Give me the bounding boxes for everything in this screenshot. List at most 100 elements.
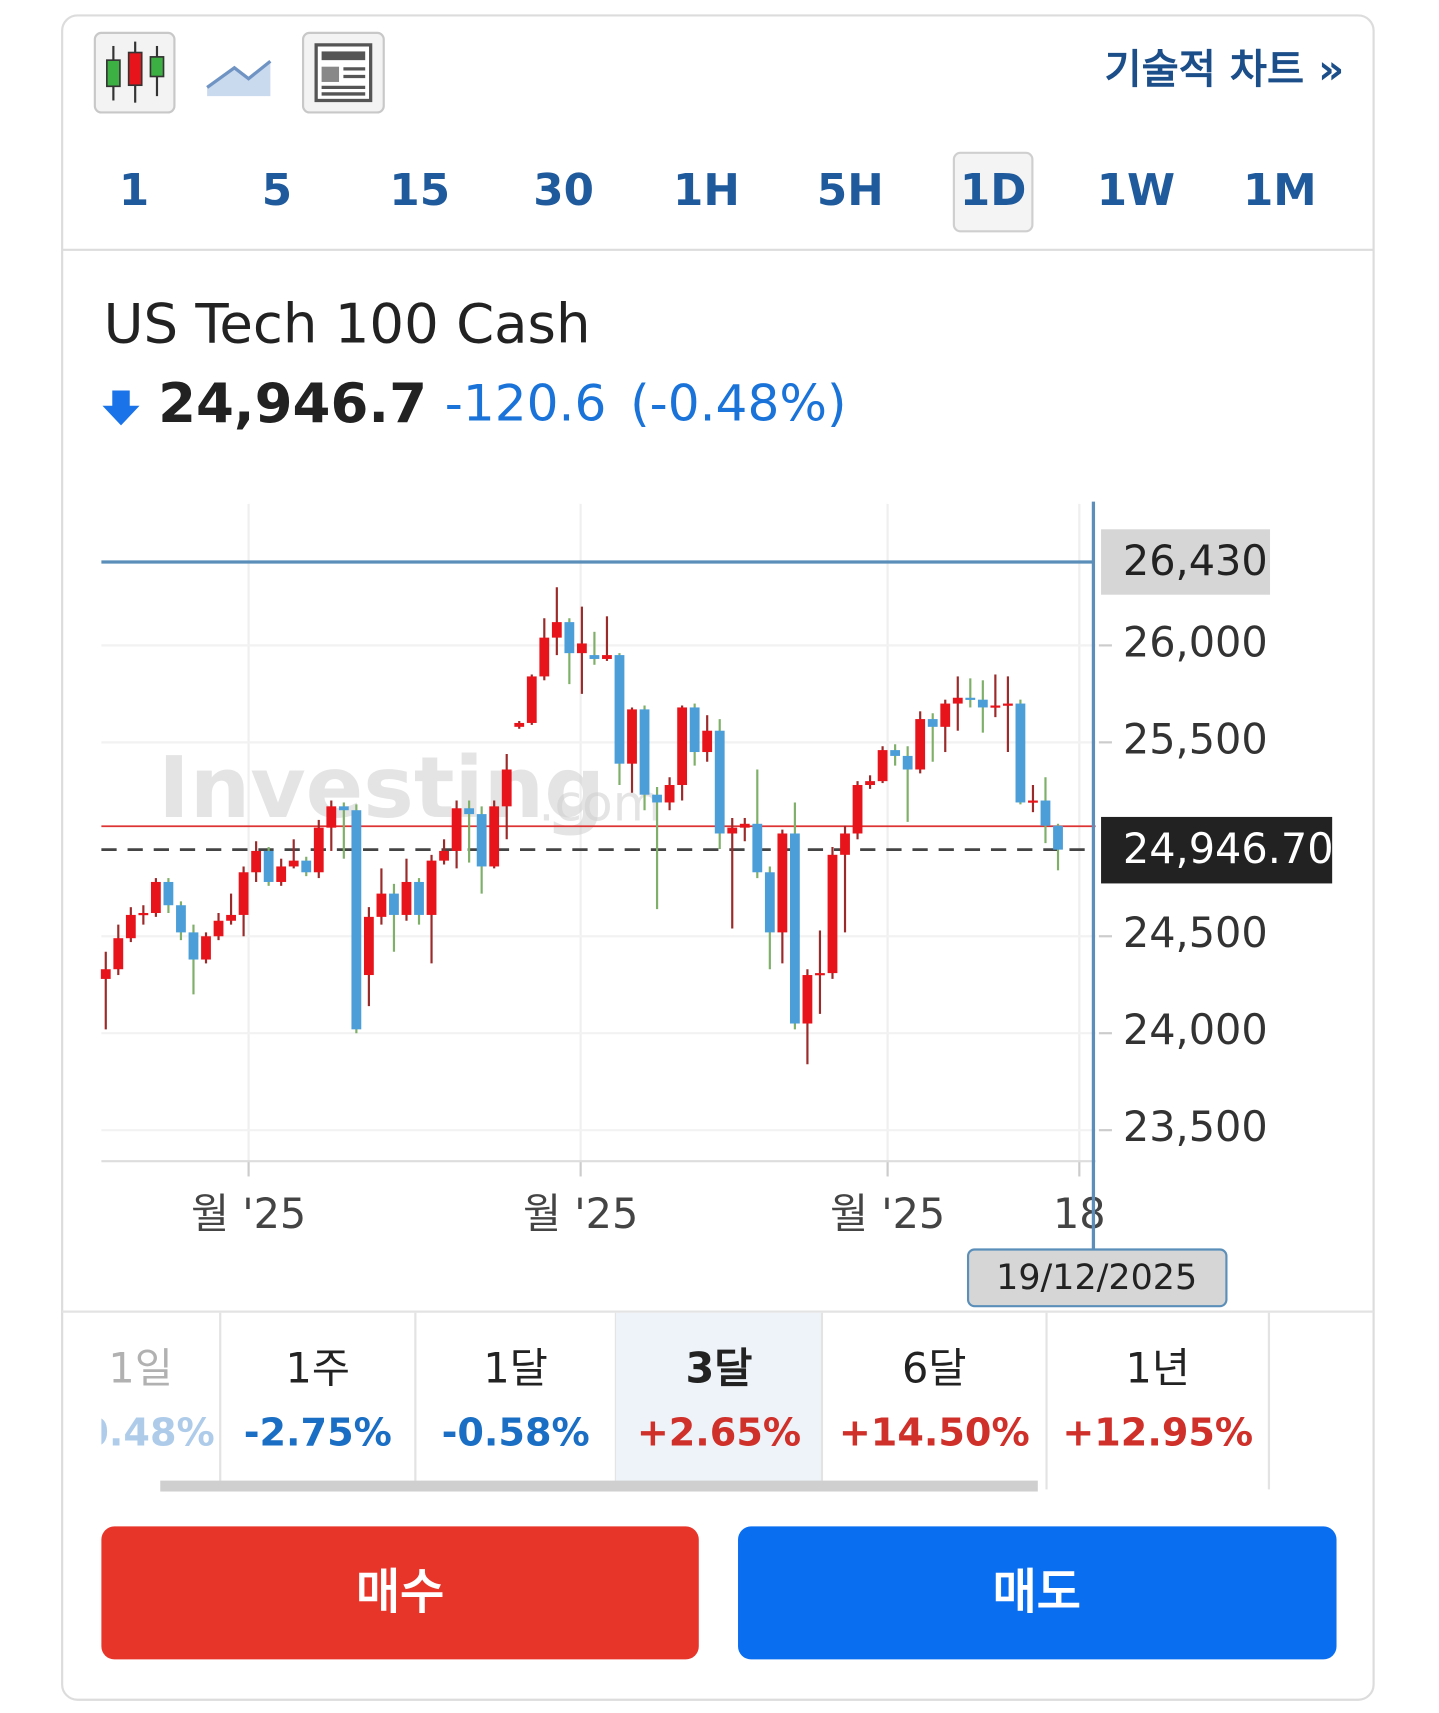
interval[interactable]: 5	[262, 166, 292, 216]
candle-body	[865, 781, 875, 786]
price-change-pct: (-0.48%)	[630, 373, 846, 432]
candle-body	[150, 881, 161, 913]
period-label[interactable]: 3달	[686, 1345, 753, 1393]
candle-body	[338, 806, 349, 811]
news-icon[interactable]	[301, 31, 385, 114]
candle-body	[138, 912, 149, 916]
period-row: 1일 -0.48% 1주 -2.75% 1달 -0.58% 3달 +2.65% 6달 +14.50…	[67, 1312, 1271, 1490]
candle-body	[990, 705, 1001, 708]
candle-body	[702, 730, 713, 753]
interval[interactable]: 1D	[960, 166, 1027, 216]
watermark: Investing	[158, 739, 605, 838]
candle-body	[940, 703, 951, 727]
interval[interactable]: 1	[119, 166, 149, 216]
candle-icon[interactable]	[93, 31, 176, 114]
period-label[interactable]: 1년	[1126, 1345, 1190, 1393]
candle-body	[727, 827, 738, 834]
x-tick-label: 18	[1053, 1190, 1106, 1238]
candle-body	[927, 719, 938, 727]
candle-body	[163, 881, 174, 906]
candle-body	[426, 860, 437, 915]
interval[interactable]: 1W	[1097, 166, 1175, 216]
candle-body	[176, 905, 186, 933]
interval[interactable]: 15	[389, 166, 450, 216]
line-icon[interactable]	[206, 59, 272, 97]
price: 24,946.7	[158, 371, 427, 435]
candle-body	[451, 808, 462, 851]
period-label[interactable]: 6달	[902, 1345, 966, 1393]
crosshair-price-box	[1101, 529, 1271, 595]
candle-body	[100, 969, 111, 979]
candle-body	[288, 860, 299, 867]
candle-body	[226, 914, 236, 921]
period-label[interactable]: 1달	[483, 1345, 547, 1393]
interval[interactable]: 1H	[673, 166, 740, 216]
candle-body	[1053, 825, 1063, 850]
candle-body	[677, 707, 688, 786]
candle-body	[201, 936, 211, 960]
technical-chart-link[interactable]: 기술적 차트 »	[1105, 46, 1345, 93]
buy-button[interactable]	[101, 1526, 699, 1660]
candle-body	[764, 872, 775, 933]
candle-body	[551, 622, 562, 638]
period-change[interactable]: -2.75%	[244, 1410, 392, 1454]
candle-body	[313, 827, 324, 873]
period-change[interactable]: -0.58%	[442, 1410, 590, 1454]
candle-body	[1040, 800, 1051, 826]
candle-body	[827, 854, 838, 974]
candle-body	[363, 916, 374, 976]
candle-body	[664, 785, 675, 803]
candle-body	[1015, 703, 1026, 803]
interval[interactable]: 1M	[1243, 166, 1317, 216]
interval[interactable]: 5H	[817, 166, 884, 216]
candle-body	[439, 850, 449, 861]
period-label[interactable]: 1주	[286, 1345, 350, 1393]
buy-label[interactable]: 매수	[356, 1564, 444, 1620]
sell-button[interactable]	[738, 1526, 1337, 1660]
candle-body	[351, 810, 362, 1030]
candle-body	[965, 697, 976, 700]
candle-body	[489, 806, 500, 867]
candle-body	[113, 938, 124, 970]
price-change: -120.6	[445, 373, 607, 432]
candle-body	[777, 833, 788, 933]
sell-label[interactable]: 매도	[993, 1564, 1081, 1620]
period-change[interactable]: +2.65%	[637, 1410, 801, 1454]
last-price-box	[1101, 816, 1333, 884]
active-interval-box[interactable]	[952, 151, 1034, 233]
period-change[interactable]: +12.95%	[1062, 1410, 1253, 1454]
instrument-name: US Tech 100 Cash	[104, 291, 591, 355]
y-tick-label: 25,500	[1123, 715, 1268, 763]
active-period-bg[interactable]	[615, 1312, 822, 1490]
candle-body	[464, 808, 475, 815]
candle-body	[526, 676, 537, 723]
candle-body	[1028, 800, 1038, 803]
candle-body	[389, 893, 399, 915]
y-tick-label: 26,000	[1123, 618, 1268, 666]
interval[interactable]: 30	[533, 166, 594, 216]
y-tick-label: 24,500	[1123, 909, 1268, 957]
y-tick-label: 24,000	[1123, 1006, 1268, 1054]
y-tick-label: 23,500	[1123, 1103, 1268, 1151]
down-arrow	[102, 390, 140, 426]
candle-body	[714, 730, 725, 834]
candle-body	[639, 709, 650, 795]
crosshair-date-label: 19/12/2025	[996, 1258, 1197, 1298]
candle-body	[802, 975, 813, 1024]
candle-body	[401, 881, 412, 915]
period-change[interactable]: +14.50%	[839, 1410, 1030, 1454]
candle-body	[1002, 703, 1013, 706]
period-change[interactable]: -0.48%	[67, 1410, 215, 1454]
x-tick-label: 월 '25	[523, 1190, 638, 1238]
candle-body	[840, 833, 850, 855]
candle-body	[852, 785, 863, 834]
crosshair-price-label: 26,430	[1123, 537, 1268, 585]
candle-body	[501, 769, 512, 807]
candle-body	[576, 643, 587, 654]
candle-body	[952, 697, 963, 704]
candle-body	[915, 719, 926, 770]
candle-body	[301, 860, 312, 873]
period-label[interactable]: 1일	[108, 1345, 172, 1393]
scrollbar	[160, 1480, 1038, 1492]
